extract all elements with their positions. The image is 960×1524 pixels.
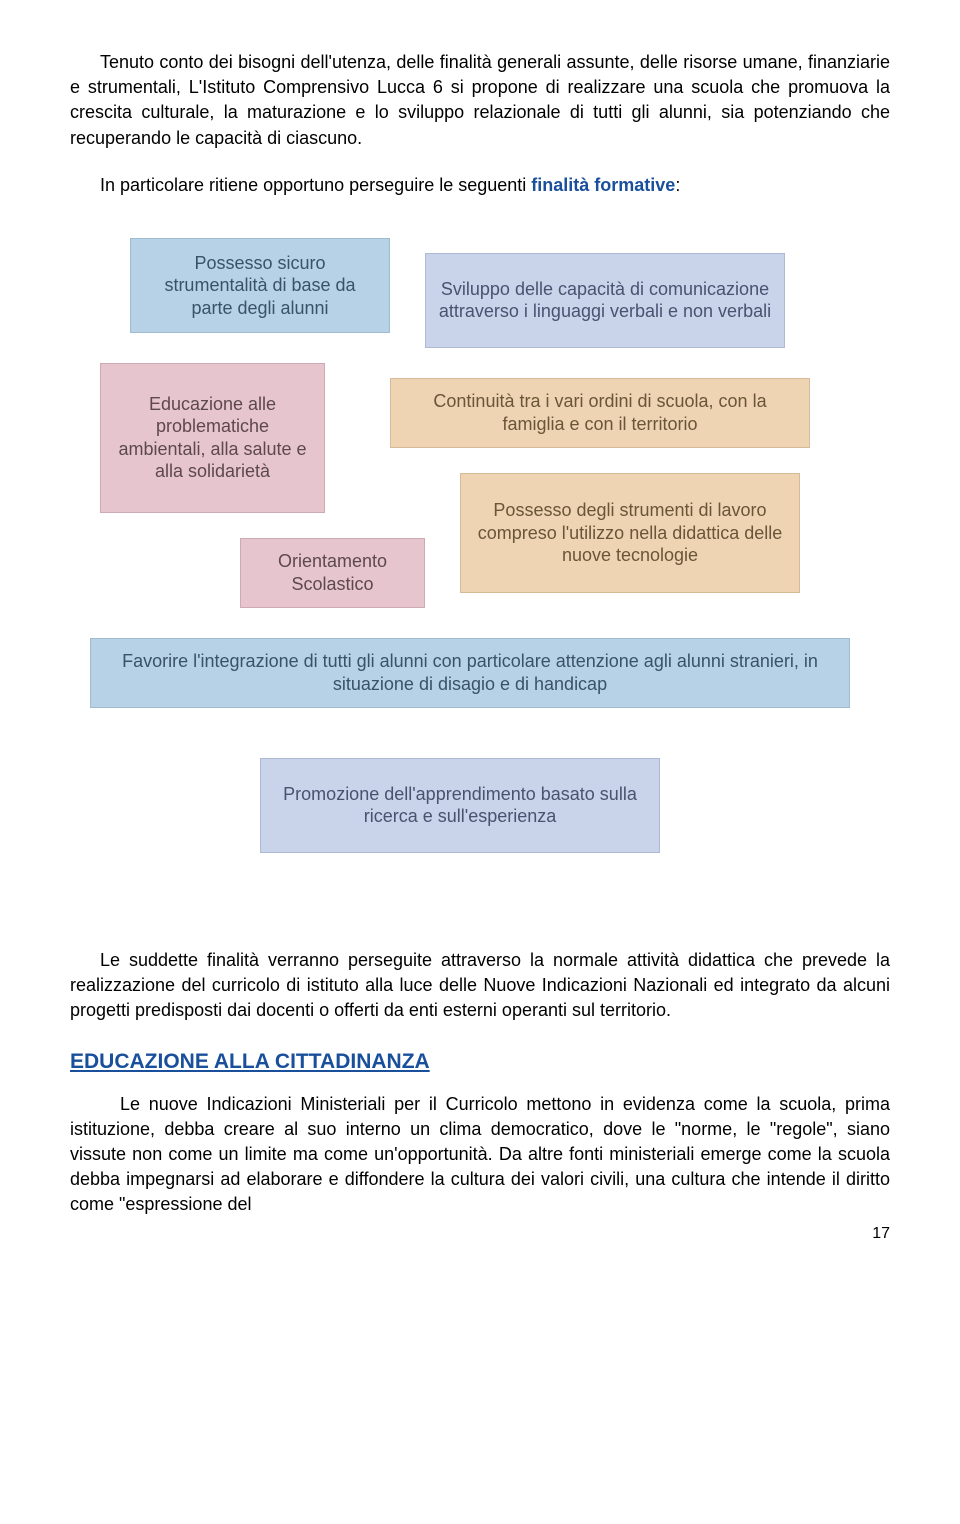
info-box: Favorire l'integrazione di tutti gli alu… (90, 638, 850, 708)
finalita-link: finalità formative (531, 175, 675, 195)
cittadinanza-paragraph: Le nuove Indicazioni Ministeriali per il… (70, 1092, 890, 1218)
intro-paragraph: Tenuto conto dei bisogni dell'utenza, de… (70, 50, 890, 151)
section-heading: EDUCAZIONE ALLA CITTADINANZA (70, 1050, 890, 1074)
page-number: 17 (70, 1225, 890, 1243)
text-pre: In particolare ritiene opportuno persegu… (100, 175, 531, 195)
info-box: Possesso sicuro strumentalità di base da… (130, 238, 390, 333)
page: Tenuto conto dei bisogni dell'utenza, de… (0, 0, 960, 1273)
info-box: Orientamento Scolastico (240, 538, 425, 608)
infographic-boxes: Possesso sicuro strumentalità di base da… (90, 238, 870, 918)
info-box: Educazione alle problematiche ambientali… (100, 363, 325, 513)
info-box: Continuità tra i vari ordini di scuola, … (390, 378, 810, 448)
text-post: : (675, 175, 680, 195)
info-box: Possesso degli strumenti di lavoro compr… (460, 473, 800, 593)
conclusione-paragraph: Le suddette finalità verranno perseguite… (70, 948, 890, 1024)
info-box: Promozione dell'apprendimento basato sul… (260, 758, 660, 853)
finalita-intro: In particolare ritiene opportuno persegu… (70, 173, 890, 198)
info-box: Sviluppo delle capacità di comunicazione… (425, 253, 785, 348)
